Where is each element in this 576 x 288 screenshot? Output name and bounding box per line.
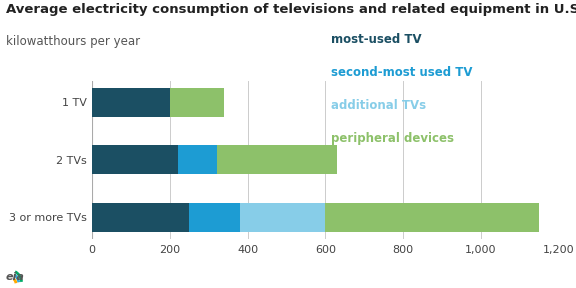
Bar: [178, 145, 217, 174]
Bar: [92, 203, 190, 232]
Bar: [217, 145, 337, 174]
Text: additional TVs: additional TVs: [331, 99, 426, 112]
Text: peripheral devices: peripheral devices: [331, 132, 454, 145]
Text: kilowatthours per year: kilowatthours per year: [6, 35, 140, 48]
Bar: [170, 88, 225, 117]
Text: most-used TV: most-used TV: [331, 33, 422, 46]
Bar: [325, 203, 539, 232]
Text: Average electricity consumption of televisions and related equipment in U.S. hom: Average electricity consumption of telev…: [6, 3, 576, 16]
Bar: [240, 203, 325, 232]
Text: eia: eia: [6, 272, 25, 282]
Bar: [92, 88, 170, 117]
Text: second-most used TV: second-most used TV: [331, 66, 473, 79]
Bar: [92, 145, 178, 174]
Bar: [190, 203, 240, 232]
